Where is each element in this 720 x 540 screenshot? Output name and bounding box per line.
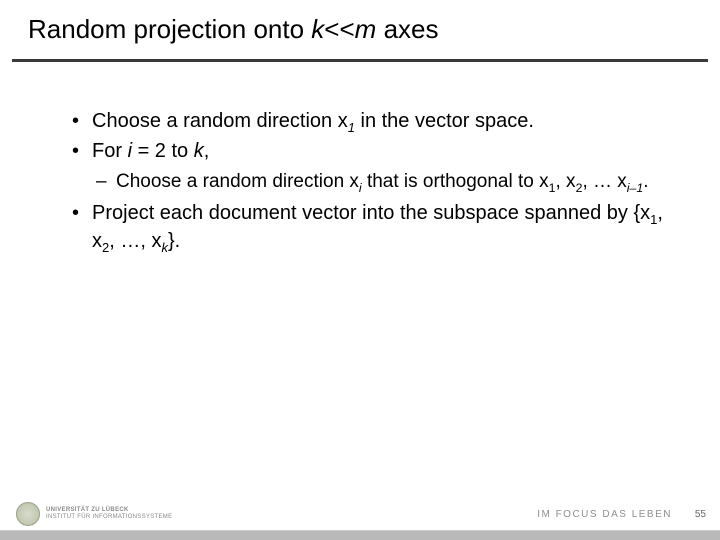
var-k: k <box>194 140 204 162</box>
uni-name: UNIVERSITÄT ZU LÜBECK <box>46 507 172 514</box>
text: . <box>643 171 648 192</box>
institute-name: INSTITUT FÜR INFORMATIONSSYSTEME <box>46 514 172 521</box>
text: Choose a random direction x <box>116 171 359 192</box>
footer-bar <box>0 531 720 540</box>
seal-icon <box>16 502 40 526</box>
page-number: 55 <box>695 509 706 520</box>
title-op: << <box>324 14 354 44</box>
text: For <box>92 140 128 162</box>
title-prefix: Random projection onto <box>28 14 311 44</box>
university-logo: UNIVERSITÄT ZU LÜBECK INSTITUT FÜR INFOR… <box>16 502 172 526</box>
title-suffix: axes <box>376 14 438 44</box>
footer: UNIVERSITÄT ZU LÜBECK INSTITUT FÜR INFOR… <box>0 496 720 540</box>
bullet-orthogonal: Choose a random direction xi that is ort… <box>96 169 672 196</box>
text: Choose a random direction x <box>92 110 348 132</box>
title-area: Random projection onto k<<m axes <box>0 0 720 53</box>
text: , … x <box>582 171 626 192</box>
slide: Random projection onto k<<m axes Choose … <box>0 0 720 540</box>
text: that is orthogonal to x <box>362 171 549 192</box>
bullet-project: Project each document vector into the su… <box>72 200 672 256</box>
page-title: Random projection onto k<<m axes <box>28 14 720 45</box>
content: Choose a random direction x1 in the vect… <box>0 62 720 256</box>
text: Project each document vector into the su… <box>92 202 650 224</box>
subscript-im1: i–1 <box>627 180 643 194</box>
title-m: m <box>355 14 377 44</box>
logo-text: UNIVERSITÄT ZU LÜBECK INSTITUT FÜR INFOR… <box>46 507 172 520</box>
text: , x <box>556 171 576 192</box>
text: }. <box>168 230 180 252</box>
bullet-for-loop: For i = 2 to k, <box>72 138 672 164</box>
text: , …, x <box>109 230 161 252</box>
bullet-choose-direction: Choose a random direction x1 in the vect… <box>72 108 672 136</box>
text: = 2 to <box>132 140 194 162</box>
text: in the vector space. <box>355 110 534 132</box>
subscript-1: 1 <box>348 120 355 135</box>
motto: IM FOCUS DAS LEBEN <box>537 509 672 520</box>
title-k: k <box>311 14 324 44</box>
subscript-1: 1 <box>549 180 556 194</box>
text: , <box>204 140 210 162</box>
